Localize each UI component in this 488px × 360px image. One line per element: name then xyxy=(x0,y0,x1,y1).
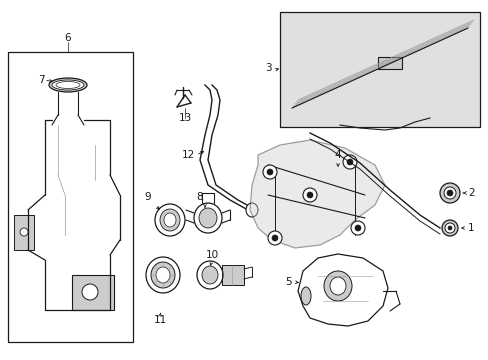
Ellipse shape xyxy=(199,208,217,228)
Text: 4: 4 xyxy=(334,150,341,160)
Ellipse shape xyxy=(263,165,276,179)
Text: 9: 9 xyxy=(144,192,151,202)
Bar xyxy=(72,275,114,310)
Text: 11: 11 xyxy=(153,315,166,325)
Text: 7: 7 xyxy=(38,75,45,85)
Ellipse shape xyxy=(151,262,175,288)
Ellipse shape xyxy=(350,221,364,235)
Ellipse shape xyxy=(266,169,272,175)
Ellipse shape xyxy=(56,81,80,89)
Text: 8: 8 xyxy=(196,192,203,202)
Ellipse shape xyxy=(324,271,351,301)
Ellipse shape xyxy=(301,287,310,305)
Bar xyxy=(14,215,34,250)
Text: 3: 3 xyxy=(265,63,271,73)
Ellipse shape xyxy=(146,257,180,293)
Ellipse shape xyxy=(342,155,356,169)
Ellipse shape xyxy=(354,225,360,231)
Ellipse shape xyxy=(346,159,352,165)
Polygon shape xyxy=(297,254,387,326)
Ellipse shape xyxy=(52,80,84,90)
Text: 1: 1 xyxy=(467,223,474,233)
Text: 12: 12 xyxy=(182,150,195,160)
Ellipse shape xyxy=(443,187,455,199)
Ellipse shape xyxy=(303,188,316,202)
Text: 6: 6 xyxy=(64,33,71,43)
Text: 5: 5 xyxy=(285,277,291,287)
Ellipse shape xyxy=(160,209,180,231)
Text: 13: 13 xyxy=(178,113,191,123)
Ellipse shape xyxy=(447,226,451,230)
Ellipse shape xyxy=(156,267,170,283)
Ellipse shape xyxy=(444,223,454,233)
Bar xyxy=(8,52,133,342)
Ellipse shape xyxy=(245,203,258,217)
Ellipse shape xyxy=(439,183,459,203)
Text: 10: 10 xyxy=(205,250,218,260)
Text: 2: 2 xyxy=(467,188,474,198)
Ellipse shape xyxy=(441,220,457,236)
Ellipse shape xyxy=(329,277,346,295)
Bar xyxy=(222,265,244,285)
Bar xyxy=(280,12,479,127)
Ellipse shape xyxy=(82,284,98,300)
Ellipse shape xyxy=(306,192,312,198)
Ellipse shape xyxy=(197,261,223,289)
Ellipse shape xyxy=(20,228,28,236)
Bar xyxy=(377,57,401,69)
Ellipse shape xyxy=(49,78,87,92)
Ellipse shape xyxy=(202,266,218,284)
Ellipse shape xyxy=(271,235,278,241)
Ellipse shape xyxy=(155,204,184,236)
Ellipse shape xyxy=(194,203,222,233)
Polygon shape xyxy=(249,140,384,248)
Ellipse shape xyxy=(446,190,452,196)
Ellipse shape xyxy=(163,213,176,227)
Ellipse shape xyxy=(267,231,282,245)
